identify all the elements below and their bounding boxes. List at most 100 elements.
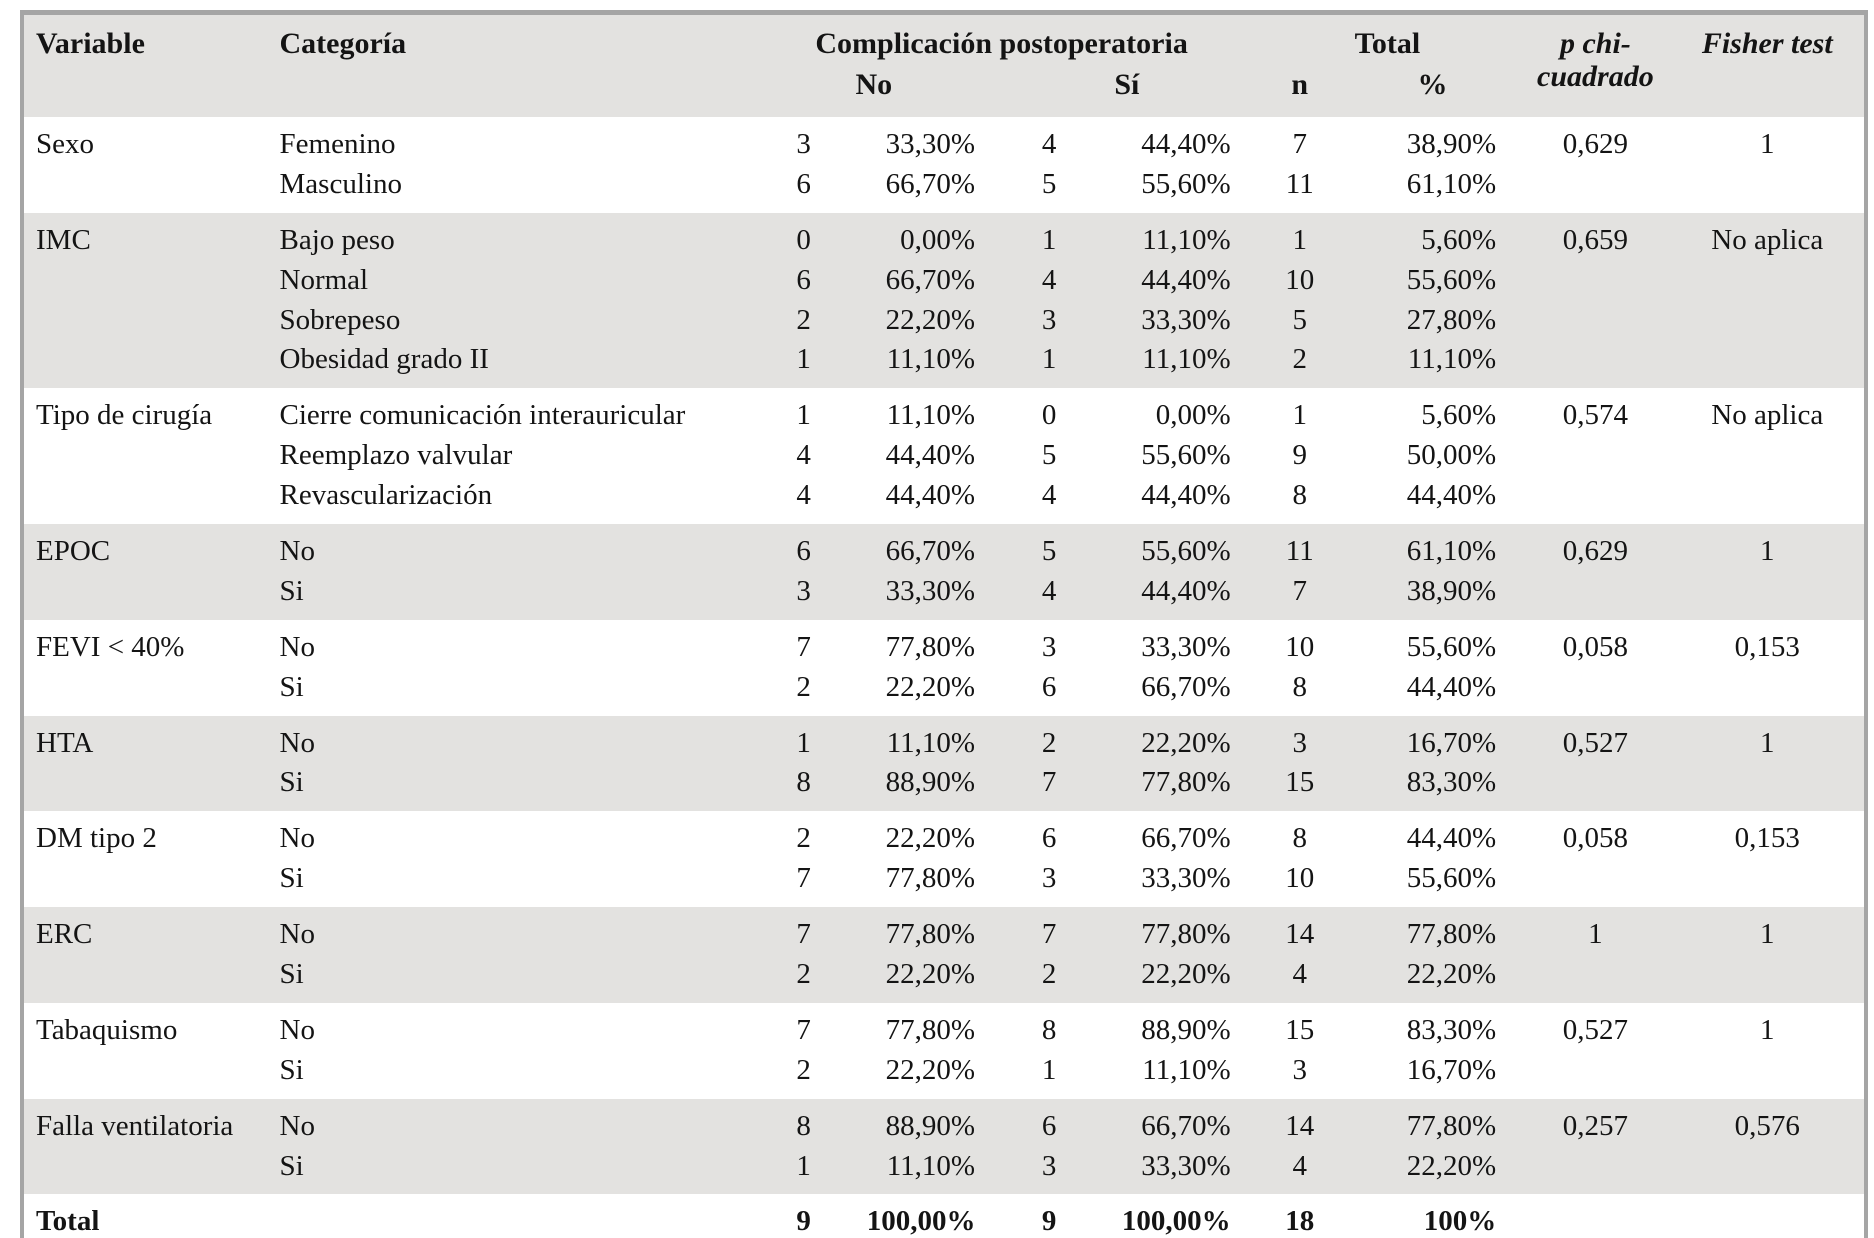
no-pct-cell: 11,10% <box>886 399 976 432</box>
no-pct-cell: 22,20% <box>885 822 976 855</box>
no-count-cell: 1 <box>796 399 811 432</box>
si-pct-cell: 77,80% <box>1099 907 1255 956</box>
n-cell: 5 <box>1254 300 1345 341</box>
table-row: Falla ventilatoria No 8 88,90% 6 66,70% 14 77,8… <box>22 1098 1866 1195</box>
total-pct-cell: 16,70% <box>1344 715 1521 764</box>
fisher-value-cell: 1 <box>1760 1013 1775 1046</box>
table-row: Si 2 22,20% 1 11,10% 3 16,70% <box>22 1051 1866 1099</box>
n-cell: 1 <box>1254 212 1345 261</box>
n-cell: 1 <box>1292 399 1307 432</box>
no-pct-cell: 0,00% <box>858 212 1000 261</box>
no-pct-cell: 77,80% <box>885 1013 976 1046</box>
si-pct-cell: 22,20% <box>1099 955 1255 1003</box>
no-pct-cell: 44,40% <box>885 439 976 472</box>
si-pct-cell: 11,10% <box>1099 212 1255 261</box>
table-body: Sexo Femenino 3 33,30% 4 44,40% 7 38,90% 0,629 1 M… <box>22 117 1866 1238</box>
n-cell: 3 <box>1254 715 1345 764</box>
table-row: IMC Bajo peso 0 0,00% 1 11,10% 1 5,60% 0,659 No a… <box>22 212 1866 389</box>
n-cell: 4 <box>1254 1146 1345 1195</box>
table-row: Masculino 6 66,70% 5 55,60% 11 61,10% <box>22 165 1866 213</box>
si-pct-cell: 33,30% <box>1099 300 1255 341</box>
no-pct-cell: 77,80% <box>885 862 976 895</box>
fisher-value-cell: 1 <box>1670 524 1866 620</box>
n-cell: 8 <box>1292 479 1307 512</box>
table-row: Si 7 77,80% 3 33,30% 10 55,60% <box>22 859 1866 907</box>
total-pct-cell: 11,10% <box>1344 340 1521 389</box>
n-cell: 10 <box>1254 260 1345 301</box>
si-count-cell: 6 <box>999 1098 1100 1147</box>
category-cell: Si <box>279 1053 304 1086</box>
total-label-cell: Total <box>36 1205 100 1238</box>
table-row: EPOC No 6 66,70% 5 55,60% 11 61,10% 0,629 1 <box>22 524 1866 620</box>
category-cell: No <box>279 1013 315 1046</box>
si-count-cell: 4 <box>999 571 1100 620</box>
category-cell: Si <box>267 1146 749 1195</box>
no-pct-cell: 22,20% <box>858 300 1000 341</box>
total-pct-cell: 38,90% <box>1406 128 1497 160</box>
si-count-cell: 9 <box>1041 1205 1057 1238</box>
p-value-cell <box>1520 1194 1670 1238</box>
n-cell: 18 <box>1285 1205 1315 1238</box>
total-pct-cell: 27,80% <box>1344 300 1521 341</box>
no-count-cell: 6 <box>796 167 811 200</box>
total-pct-cell: 5,60% <box>1421 399 1497 432</box>
si-pct-cell: 66,70% <box>1141 822 1231 855</box>
category-cell: No <box>267 1098 749 1147</box>
category-cell: Si <box>267 955 749 1003</box>
n-cell: 4 <box>1254 955 1345 1003</box>
no-count-cell: 0 <box>748 212 859 261</box>
si-pct-cell: 100,00% <box>1121 1205 1231 1238</box>
si-count-cell: 3 <box>999 1146 1100 1195</box>
header-row-1: Variable Categoría Complicación postoper… <box>22 12 1866 117</box>
p-chi-line1: p chi- <box>1559 27 1631 60</box>
no-pct-cell: 66,70% <box>885 167 976 200</box>
si-count-cell: 2 <box>999 715 1100 764</box>
total-pct-cell: 44,40% <box>1406 822 1497 855</box>
no-count-cell: 7 <box>796 1013 811 1046</box>
si-pct-cell: 22,20% <box>1099 715 1255 764</box>
no-pct-cell: 77,80% <box>858 907 1000 956</box>
category-cell: Sobrepeso <box>267 300 749 341</box>
si-count-cell: 4 <box>1041 479 1057 512</box>
table-row: HTA No 1 11,10% 2 22,20% 3 16,70% 0,527 1 <box>22 715 1866 812</box>
table-row: DM tipo 2 No 2 22,20% 6 66,70% 8 44,40% 0,058 0,1… <box>22 811 1866 859</box>
total-pct-cell: 38,90% <box>1344 571 1521 620</box>
total-pct-cell: 44,40% <box>1406 479 1497 512</box>
variable-cell: FEVI < 40% <box>36 630 185 663</box>
category-cell: No <box>267 715 749 764</box>
no-count-cell: 3 <box>796 128 811 160</box>
no-count-cell: 4 <box>796 439 811 472</box>
n-cell: 11 <box>1285 167 1314 200</box>
no-pct-cell: 88,90% <box>858 1098 1000 1147</box>
fisher-value-cell: No aplica <box>1711 399 1824 432</box>
no-count-cell: 9 <box>796 1205 811 1238</box>
total-pct-cell: 50,00% <box>1406 439 1497 472</box>
total-pct-cell: 44,40% <box>1406 670 1497 703</box>
no-pct-cell: 22,20% <box>885 670 976 703</box>
si-pct-cell: 11,10% <box>1142 1053 1231 1086</box>
total-pct-cell: 77,80% <box>1344 1098 1521 1147</box>
p-chi-line2: cuadrado <box>1537 60 1654 93</box>
n-cell: 8 <box>1292 822 1307 855</box>
col-header-n: n <box>1254 64 1345 117</box>
col-header-pct: % <box>1344 64 1521 117</box>
no-count-cell: 7 <box>748 907 859 956</box>
variable-cell: Tipo de cirugía <box>36 399 213 432</box>
category-cell: Bajo peso <box>267 212 749 261</box>
si-pct-cell: 44,40% <box>1099 260 1255 301</box>
category-cell: Obesidad grado II <box>267 340 749 389</box>
no-pct-cell: 44,40% <box>885 479 976 512</box>
n-cell: 7 <box>1254 571 1345 620</box>
fisher-value-cell: 1 <box>1670 715 1866 812</box>
table-row: Sobrepeso 2 22,20% 3 33,30% 5 27,80% <box>22 300 1866 341</box>
p-value-cell: 1 <box>1520 907 1671 1003</box>
total-pct-cell: 77,80% <box>1344 907 1521 956</box>
col-header-variable: Variable <box>22 12 268 117</box>
no-pct-cell: 11,10% <box>858 1146 1000 1195</box>
table-row: Revascularización 4 44,40% 4 44,40% 8 44,40% <box>22 476 1866 524</box>
table-row: Obesidad grado II 1 11,10% 1 11,10% 2 11,10% <box>22 340 1866 389</box>
n-cell: 11 <box>1254 524 1345 572</box>
si-count-cell: 5 <box>999 524 1100 572</box>
no-count-cell: 2 <box>796 822 811 855</box>
total-pct-cell: 61,10% <box>1406 167 1497 200</box>
